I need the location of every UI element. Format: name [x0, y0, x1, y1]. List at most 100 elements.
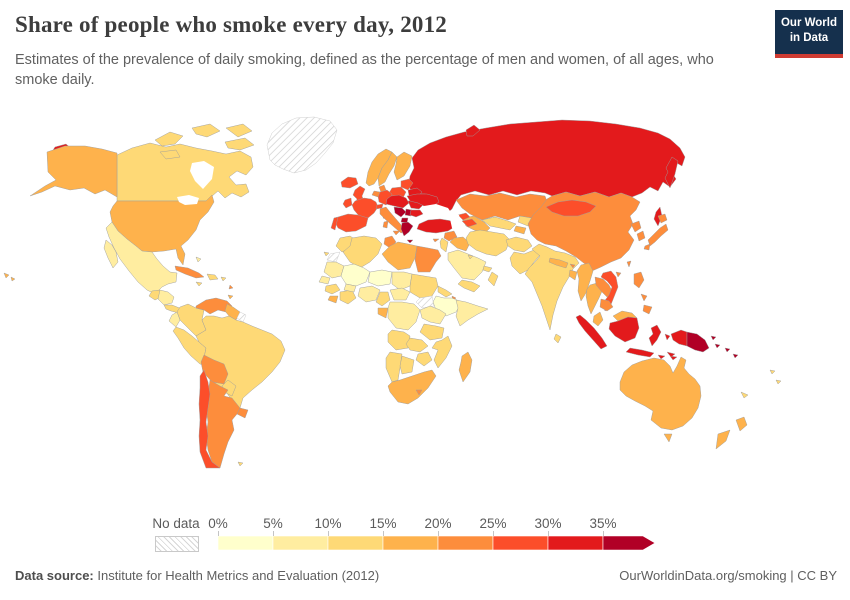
region-spain[interactable] — [334, 213, 369, 233]
region-myanmar[interactable] — [576, 262, 594, 302]
region-sudan[interactable] — [409, 273, 439, 299]
region-ireland[interactable] — [342, 197, 353, 209]
region-south-sudan[interactable] — [415, 295, 435, 309]
region-uzbekistan[interactable] — [481, 216, 517, 231]
legend-bin-15-20%[interactable] — [382, 536, 439, 550]
region-australia[interactable] — [619, 356, 702, 431]
legend-color-bar[interactable] — [218, 536, 658, 550]
region-argentina[interactable] — [205, 379, 241, 469]
region-switzerland[interactable] — [375, 203, 384, 210]
region-usa[interactable] — [10, 276, 16, 282]
region-senegal[interactable] — [318, 275, 331, 285]
region-greece[interactable] — [400, 221, 414, 237]
region-canary-islands[interactable] — [323, 251, 330, 257]
region-sierra-leone-liberia[interactable] — [327, 295, 339, 304]
region-jamaica[interactable] — [195, 281, 203, 287]
region-south-korea[interactable] — [636, 230, 646, 242]
region-indonesia[interactable] — [657, 354, 666, 360]
region-philippines[interactable] — [633, 271, 645, 289]
region-canada[interactable] — [116, 142, 254, 202]
region-oman[interactable] — [487, 271, 499, 287]
region-greenland[interactable] — [266, 116, 338, 174]
region-solomon-islands[interactable] — [724, 347, 731, 353]
region-new-zealand[interactable] — [715, 429, 731, 450]
region-algeria[interactable] — [342, 235, 383, 269]
legend-bin-30-35%[interactable] — [547, 536, 604, 550]
region-armenia-azerbaijan[interactable] — [461, 218, 478, 228]
region-sweden[interactable] — [377, 151, 398, 187]
region-kuwait[interactable] — [467, 254, 474, 260]
region-italy[interactable] — [392, 230, 401, 236]
region-papua-new-guinea[interactable] — [710, 335, 717, 341]
region-zimbabwe[interactable] — [415, 351, 433, 367]
legend-bin-10-15%[interactable] — [327, 536, 384, 550]
region-tajikistan[interactable] — [513, 225, 527, 235]
region-namibia[interactable] — [385, 351, 403, 383]
region-italy[interactable] — [382, 220, 389, 229]
region-cuba[interactable] — [174, 265, 205, 279]
region-usa[interactable] — [3, 272, 10, 279]
region-china[interactable] — [615, 271, 622, 278]
region-benelux[interactable] — [371, 190, 381, 198]
region-sri-lanka[interactable] — [553, 333, 562, 344]
region-lebanon-israel-jordan[interactable] — [439, 237, 449, 253]
region-mozambique[interactable] — [431, 335, 453, 369]
legend-bin-0-5%[interactable] — [218, 536, 274, 550]
footer-link-text[interactable]: OurWorldinData.org/smoking | CC BY — [619, 568, 837, 583]
region-indonesia[interactable] — [575, 314, 608, 350]
region-japan[interactable] — [657, 213, 668, 224]
region-uganda-kenya[interactable] — [419, 305, 447, 325]
region-canada[interactable] — [191, 123, 221, 138]
region-cambodia[interactable] — [599, 298, 614, 312]
region-indonesia[interactable] — [648, 324, 662, 347]
region-eritrea[interactable] — [437, 285, 453, 298]
region-zambia[interactable] — [405, 337, 429, 353]
region-mexico[interactable] — [105, 221, 178, 295]
region-mali[interactable] — [340, 263, 371, 287]
region-nigeria[interactable] — [357, 285, 381, 303]
region-honduras-nicaragua[interactable] — [157, 289, 175, 306]
region-france[interactable] — [351, 197, 379, 219]
region-philippines[interactable] — [642, 304, 653, 315]
region-guinea[interactable] — [324, 283, 341, 295]
region-lesotho[interactable] — [415, 389, 423, 396]
region-canada[interactable] — [225, 123, 253, 138]
region-fiji[interactable] — [769, 369, 776, 375]
region-russia[interactable] — [465, 124, 481, 137]
region-iran[interactable] — [465, 229, 511, 257]
region-croatia-bosnia[interactable] — [393, 206, 407, 218]
region-canada[interactable] — [224, 137, 255, 151]
region-bulgaria[interactable] — [409, 209, 424, 218]
region-indonesia[interactable] — [669, 355, 678, 361]
region-nepal[interactable] — [548, 257, 569, 269]
region-afghanistan[interactable] — [505, 236, 533, 253]
region-uae-qatar[interactable] — [482, 265, 493, 273]
region-philippines[interactable] — [640, 293, 648, 302]
region-mongolia[interactable] — [545, 199, 597, 217]
region-hispaniola[interactable] — [206, 273, 219, 281]
region-trinidad[interactable] — [227, 294, 234, 300]
region-ecuador[interactable] — [168, 311, 181, 328]
region-denmark[interactable] — [378, 184, 387, 193]
region-russia[interactable] — [407, 119, 686, 215]
data-source-value[interactable]: Institute for Health Metrics and Evaluat… — [93, 568, 380, 583]
region-bhutan[interactable] — [569, 263, 576, 269]
region-madagascar[interactable] — [458, 351, 473, 383]
region-angola[interactable] — [387, 329, 411, 351]
region-iraq[interactable] — [449, 236, 471, 252]
legend-bin-5-10%[interactable] — [272, 536, 329, 550]
owid-logo[interactable]: Our World in Data — [775, 10, 843, 58]
region-indonesia[interactable] — [670, 329, 688, 347]
region-lesser-antilles[interactable] — [228, 284, 234, 290]
region-chile[interactable] — [198, 369, 221, 469]
region-egypt[interactable] — [414, 245, 442, 273]
region-usa[interactable] — [29, 145, 118, 198]
region-puerto-rico[interactable] — [220, 276, 227, 282]
region-botswana[interactable] — [399, 355, 415, 375]
region-australia[interactable] — [663, 433, 673, 443]
region-papua-new-guinea[interactable] — [714, 343, 721, 349]
region-cyprus[interactable] — [432, 238, 440, 243]
region-austria-hungary[interactable] — [385, 194, 410, 209]
region-indonesia[interactable] — [625, 347, 655, 358]
